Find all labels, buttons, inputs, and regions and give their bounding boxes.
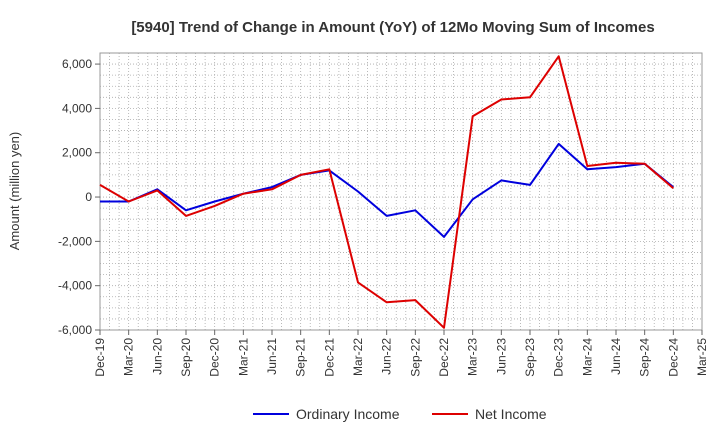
series-layer xyxy=(99,55,674,329)
y-tick-label: 4,000 xyxy=(62,101,92,115)
y-axis-label: Amount (million yen) xyxy=(7,132,22,251)
plot-frame xyxy=(99,52,703,331)
x-tick-label: Mar-24 xyxy=(580,338,594,376)
y-tick-label: -4,000 xyxy=(58,279,92,293)
x-tick-label: Mar-23 xyxy=(466,338,480,376)
y-tick-label: -6,000 xyxy=(58,323,92,337)
x-tick-label: Sep-20 xyxy=(179,338,193,377)
x-tick-label: Dec-23 xyxy=(552,338,566,377)
x-tick-label: Sep-22 xyxy=(408,338,422,377)
x-tick-label: Dec-24 xyxy=(666,338,680,377)
x-tick-label: Sep-23 xyxy=(523,338,537,377)
x-axis: Dec-19 Mar-20 Jun-20 Sep-20 Dec-20 Mar-21 Jun-… xyxy=(93,330,709,377)
series-line xyxy=(99,55,674,329)
x-tick-label: Sep-21 xyxy=(294,338,308,377)
legend-label: Ordinary Income xyxy=(296,406,400,422)
legend: Ordinary Income Net Income xyxy=(253,406,547,422)
x-tick-label: Mar-22 xyxy=(351,338,365,376)
grid xyxy=(99,52,703,331)
y-axis: 6,000 4,000 2,000 0 -2,000 -4,000 -6,000 xyxy=(58,57,100,337)
x-tick-label: Dec-22 xyxy=(437,338,451,377)
x-tick-label: Sep-24 xyxy=(638,338,652,377)
x-tick-label: Mar-21 xyxy=(236,338,250,376)
y-tick-label: 6,000 xyxy=(62,57,92,71)
x-tick-label: Dec-21 xyxy=(322,338,336,377)
x-tick-label: Jun-24 xyxy=(609,338,623,375)
y-tick-label: -2,000 xyxy=(58,234,92,248)
x-tick-label: Jun-22 xyxy=(380,338,394,375)
x-tick-label: Jun-23 xyxy=(494,338,508,375)
x-tick-label: Mar-20 xyxy=(122,338,136,376)
y-tick-label: 0 xyxy=(85,190,92,204)
chart-title: [5940] Trend of Change in Amount (YoY) o… xyxy=(131,19,654,36)
series-line xyxy=(100,142,674,238)
x-tick-label: Dec-19 xyxy=(93,338,107,377)
x-tick-label: Dec-20 xyxy=(208,338,222,377)
x-tick-label: Mar-25 xyxy=(695,338,709,376)
x-tick-label: Jun-21 xyxy=(265,338,279,375)
legend-label: Net Income xyxy=(475,406,547,422)
y-tick-label: 2,000 xyxy=(62,146,92,160)
x-tick-label: Jun-20 xyxy=(150,338,164,375)
